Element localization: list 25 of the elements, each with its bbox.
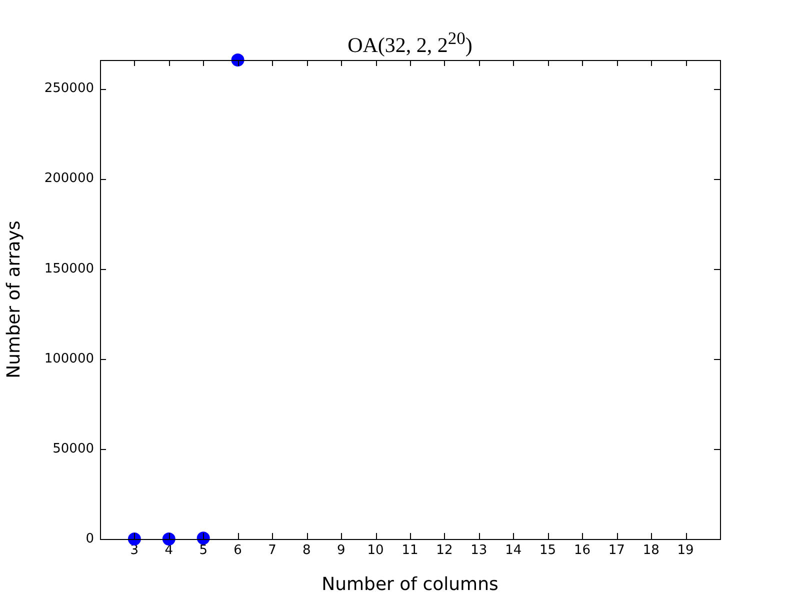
y-tick-label: 250000 — [44, 81, 94, 96]
x-tick-label: 8 — [302, 543, 311, 558]
x-tick-label: 6 — [234, 543, 242, 558]
x-tick-label: 11 — [402, 543, 418, 558]
x-tick-label: 15 — [540, 543, 556, 558]
y-tick-label: 50000 — [52, 441, 94, 456]
y-axis-title: Number of arrays — [3, 220, 24, 378]
y-tick-label: 100000 — [44, 351, 94, 366]
y-tick-label: 200000 — [44, 171, 94, 186]
x-tick-label: 7 — [268, 543, 276, 558]
x-tick-label: 17 — [608, 543, 625, 558]
x-tick-label: 4 — [164, 543, 174, 558]
chart-title: OA(32, 2, 2$^{20}$) — [346, 28, 474, 58]
x-tick-label: 5 — [199, 543, 208, 558]
x-tick-label: 18 — [642, 543, 660, 558]
x-tick-label: 16 — [574, 543, 590, 558]
x-axis-title: Number of columns — [322, 574, 498, 595]
x-tick-label: 12 — [436, 543, 453, 558]
x-tick-label: 19 — [677, 543, 694, 558]
x-tick-label: 10 — [367, 543, 384, 558]
x-tick-label: 13 — [470, 543, 488, 558]
x-tick-label: 9 — [336, 543, 346, 558]
y-tick-label: 150000 — [44, 261, 94, 276]
x-tick-label: 14 — [505, 543, 522, 558]
y-tick-label: 0 — [86, 531, 94, 546]
